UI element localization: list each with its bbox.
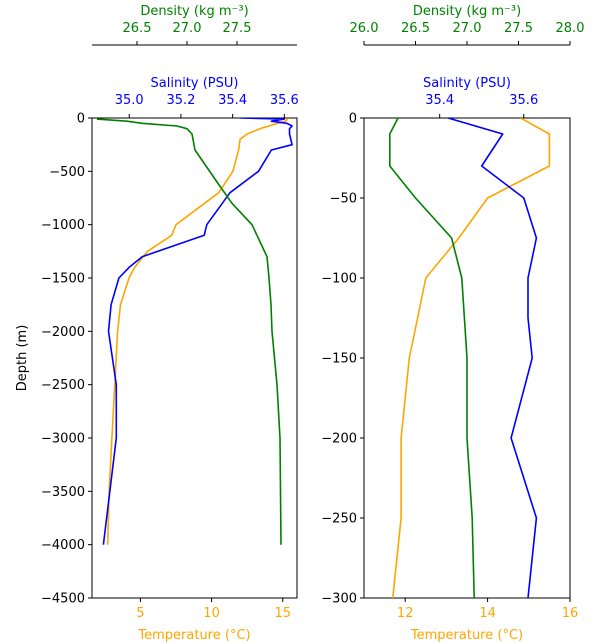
density-tick-label: 28.0: [556, 21, 585, 36]
salinity-tick-label: 35.6: [509, 93, 538, 108]
salinity-axis-label: Salinity (PSU): [423, 76, 511, 91]
salinity-axis-label: Salinity (PSU): [151, 76, 239, 91]
y-tick-label: −300: [321, 592, 357, 607]
salinity-profile-line: [102, 118, 293, 545]
y-tick-label: −4500: [41, 592, 85, 607]
y-tick-label: −50: [330, 192, 357, 207]
temperature-profile-line: [392, 118, 551, 598]
temperature-tick-label: 14: [479, 606, 496, 621]
y-tick-label: −500: [49, 165, 85, 180]
salinity-tick-label: 35.6: [270, 93, 299, 108]
y-tick-label: −1500: [41, 272, 85, 287]
y-tick-label: −100: [321, 272, 357, 287]
temperature-tick-label: 10: [203, 606, 220, 621]
density-profile-line: [96, 118, 282, 545]
salinity-tick-label: 35.4: [425, 93, 454, 108]
temperature-axis-label: Temperature (°C): [137, 628, 250, 643]
density-tick-label: 27.0: [453, 21, 482, 36]
y-tick-label: −150: [321, 352, 357, 367]
y-tick-label: −200: [321, 432, 357, 447]
right-panel: 0 −50 −100 −150 −200 −250 −300 12 14 16 Temperatur…: [321, 4, 584, 643]
y-tick-label: −3500: [41, 485, 85, 500]
salinity-tick-label: 35.2: [166, 93, 195, 108]
temperature-axis-label: Temperature (°C): [410, 628, 523, 643]
y-tick-label: −2000: [41, 325, 85, 340]
density-axis-label: Density (kg m⁻³): [413, 4, 521, 19]
temperature-profile-line: [106, 118, 290, 545]
density-tick-label: 27.5: [223, 21, 252, 36]
y-tick-label: −1000: [41, 218, 85, 233]
y-tick-label: −3000: [41, 432, 85, 447]
temperature-tick-label: 15: [274, 606, 291, 621]
temperature-tick-label: 12: [397, 606, 414, 621]
y-tick-label: 0: [349, 112, 357, 127]
salinity-profile-line: [447, 118, 538, 598]
y-tick-label: −2500: [41, 378, 85, 393]
salinity-tick-label: 35.4: [218, 93, 247, 108]
salinity-tick-label: 35.0: [115, 93, 144, 108]
density-profile-line: [388, 118, 475, 598]
density-tick-label: 26.0: [350, 21, 379, 36]
density-axis-label: Density (kg m⁻³): [140, 4, 248, 19]
density-tick-label: 27.5: [504, 21, 533, 36]
left-panel: 0 −500 −1000 −1500 −2000 −2500 −3000 −3500 −4000…: [15, 4, 299, 643]
plot-frame: [91, 117, 298, 599]
density-tick-label: 26.5: [123, 21, 152, 36]
y-tick-label: −250: [321, 512, 357, 527]
density-tick-label: 26.5: [401, 21, 430, 36]
temperature-tick-label: 16: [562, 606, 579, 621]
y-tick-label: 0: [77, 112, 85, 127]
temperature-tick-label: 5: [136, 606, 144, 621]
y-axis-label: Depth (m): [15, 325, 30, 392]
density-tick-label: 27.0: [173, 21, 202, 36]
y-tick-label: −4000: [41, 538, 85, 553]
